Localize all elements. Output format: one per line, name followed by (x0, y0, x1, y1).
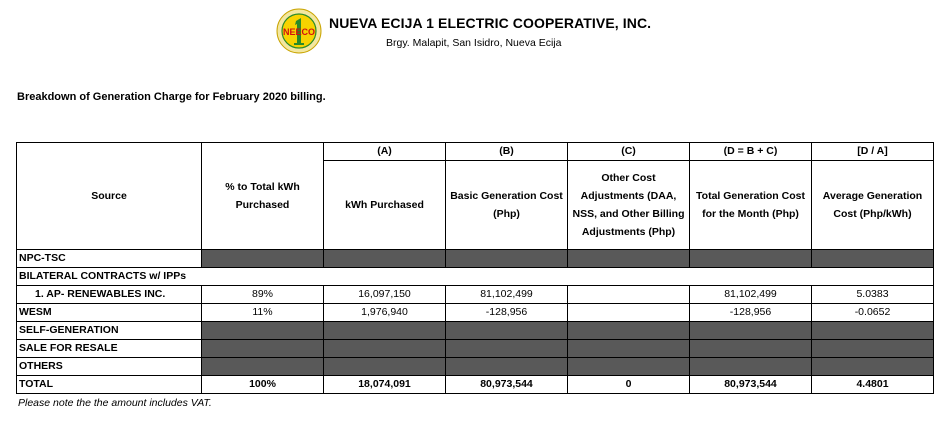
row-label: BILATERAL CONTRACTS w/ IPPs (16, 267, 934, 286)
organization-address: Brgy. Malapit, San Isidro, Nueva Ecija (386, 37, 562, 49)
neeco-logo: NEECO (276, 8, 322, 54)
header-total-cost: Total Generation Cost for the Month (Php… (689, 160, 812, 250)
vat-note: Please note the the amount includes VAT. (18, 397, 212, 409)
table-row-npc: NPC-TSC (16, 249, 934, 268)
code-da: [D / A] (811, 142, 934, 161)
header-other-adjustments: Other Cost Adjustments (DAA, NSS, and Ot… (567, 160, 690, 250)
generation-charge-table: Source % to Total kWh Purchased (A) (B) … (16, 142, 934, 394)
header-basic-cost: Basic Generation Cost (Php) (445, 160, 568, 250)
table-row-others: OTHERS (16, 357, 934, 376)
organization-name: NUEVA ECIJA 1 ELECTRIC COOPERATIVE, INC. (329, 15, 652, 31)
table-row-sale-for-resale: SALE FOR RESALE (16, 339, 934, 358)
code-a: (A) (323, 142, 446, 161)
header-average-cost: Average Generation Cost (Php/kWh) (811, 160, 934, 250)
code-d: (D = B + C) (689, 142, 812, 161)
header-source: Source (16, 142, 202, 250)
page-title: Breakdown of Generation Charge for Febru… (17, 91, 326, 103)
table-row-total: TOTAL 100% 18,074,091 80,973,544 0 80,97… (16, 375, 934, 394)
table-row-self-generation: SELF-GENERATION (16, 321, 934, 340)
row-label: NPC-TSC (16, 249, 202, 268)
table-row-wesm: WESM 11% 1,976,940 -128,956 -128,956 -0.… (16, 303, 934, 322)
header-percent: % to Total kWh Purchased (201, 142, 324, 250)
header-kwh: kWh Purchased (323, 160, 446, 250)
table-row-ap-renewables: 1. AP- RENEWABLES INC. 89% 16,097,150 81… (16, 285, 934, 304)
svg-text:NEECO: NEECO (283, 27, 315, 37)
code-b: (B) (445, 142, 568, 161)
table-row-bilateral: BILATERAL CONTRACTS w/ IPPs (16, 267, 934, 286)
code-c: (C) (567, 142, 690, 161)
